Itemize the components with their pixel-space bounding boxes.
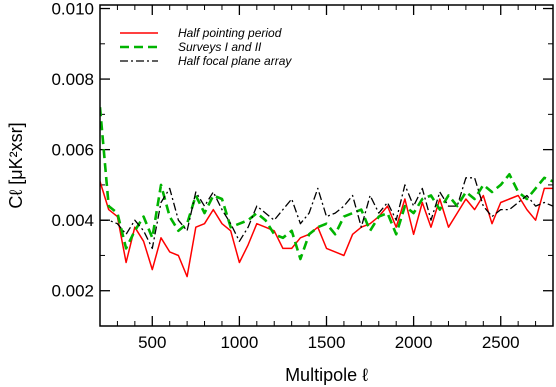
x-tick-label: 500: [138, 333, 166, 352]
tick-labels: 500 1000 1500 2000 2500 0.002 0.004 0.006 0.008 0…: [51, 0, 519, 352]
series-lines: [100, 107, 553, 278]
series-line-2: [100, 107, 553, 261]
y-axis-label: Cℓ [μK²xsr]: [6, 122, 26, 208]
legend-entry-1: Half pointing period: [178, 26, 282, 40]
y-tick-label: 0.004: [51, 211, 94, 230]
series-line-3: [100, 177, 553, 250]
legend-entry-3: Half focal plane array: [178, 54, 292, 68]
legend-entry-2: Surveys I and II: [178, 40, 262, 54]
y-tick-label: 0.006: [51, 141, 94, 160]
plot-frame: [99, 4, 554, 327]
x-tick-label: 2000: [395, 333, 433, 352]
series-line-1: [100, 181, 553, 278]
y-tick-label: 0.010: [51, 0, 94, 19]
x-tick-label: 1500: [308, 333, 346, 352]
x-tick-label: 2500: [482, 333, 520, 352]
y-tick-label: 0.008: [51, 70, 94, 89]
axis-ticks: [100, 5, 553, 327]
y-tick-label: 0.002: [51, 282, 94, 301]
x-tick-label: 1000: [220, 333, 258, 352]
x-axis-label: Multipole ℓ: [285, 365, 368, 385]
